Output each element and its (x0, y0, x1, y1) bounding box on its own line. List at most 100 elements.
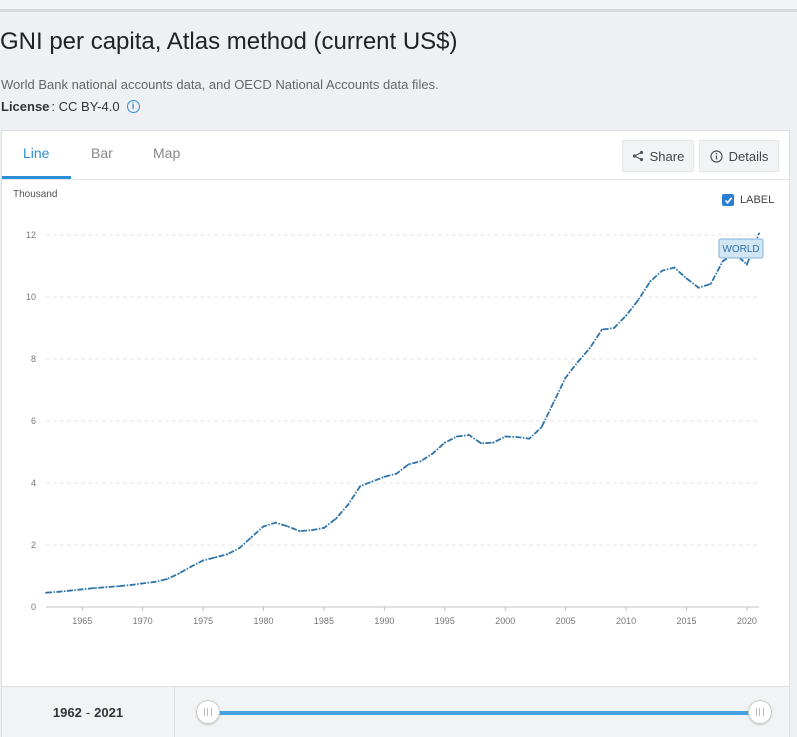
data-point (335, 517, 337, 520)
data-point (709, 283, 712, 285)
data-point (721, 260, 724, 263)
share-label: Share (649, 148, 685, 164)
data-point (613, 327, 615, 329)
grip-icon (204, 708, 212, 716)
data-point (746, 263, 748, 266)
range-slider-track[interactable] (216, 711, 756, 715)
y-tick-label: 4 (31, 478, 36, 488)
data-point (141, 582, 144, 585)
data-point (190, 565, 192, 568)
data-point (93, 587, 96, 589)
data-point (685, 277, 688, 280)
data-point (347, 503, 350, 506)
range-footer: 1962 - 2021 (2, 686, 789, 737)
data-point (492, 441, 495, 444)
x-tick-label: 1965 (72, 616, 92, 626)
grip-icon (756, 708, 764, 716)
data-point (359, 485, 362, 487)
data-point (564, 376, 567, 379)
data-point (165, 578, 168, 580)
data-point (407, 463, 410, 466)
data-point (697, 286, 700, 289)
data-point (117, 585, 120, 588)
x-tick-label: 1975 (193, 616, 213, 626)
data-point (69, 589, 72, 592)
details-label: Details (728, 148, 769, 164)
data-point (419, 460, 422, 463)
license-label: License (1, 99, 50, 114)
x-tick-label: 1970 (133, 616, 153, 626)
info-icon[interactable]: i (126, 100, 140, 113)
top-strip (0, 0, 797, 12)
data-point (262, 525, 265, 528)
label-toggle-text: LABEL (740, 194, 775, 206)
license-line: License : CC BY-4.0 i (1, 99, 140, 114)
page-title: GNI per capita, Atlas method (current US… (0, 28, 458, 55)
share-icon (632, 150, 643, 162)
data-point (202, 559, 205, 562)
x-tick-label: 1995 (435, 616, 455, 626)
data-point (443, 441, 446, 444)
range-separator: - (85, 704, 91, 720)
data-point (286, 525, 289, 528)
data-point (528, 437, 531, 440)
data-point (178, 572, 180, 575)
active-tab-indicator (2, 176, 71, 179)
checkmark-icon (724, 196, 732, 204)
data-point (310, 529, 313, 532)
data-point (274, 521, 277, 524)
source-note: World Bank national accounts data, and O… (1, 77, 439, 92)
label-checkbox[interactable] (722, 194, 734, 206)
data-point (323, 527, 325, 529)
share-button[interactable]: Share (622, 140, 694, 172)
data-point (214, 556, 217, 559)
data-point (504, 435, 507, 438)
range-end: 2021 (94, 704, 124, 720)
x-tick-label: 1985 (314, 616, 334, 626)
tab-line[interactable]: Line (23, 145, 50, 161)
data-point (480, 442, 482, 445)
series-label: WORLD (722, 244, 759, 255)
data-point (455, 435, 458, 438)
range-slider-end-handle[interactable] (748, 700, 772, 724)
series-label-box (718, 238, 764, 259)
tab-map[interactable]: Map (153, 145, 181, 161)
y-tick-label: 2 (31, 540, 36, 550)
data-point (129, 584, 132, 586)
data-point (758, 232, 760, 235)
year-range: 1962 - 2021 (2, 687, 175, 737)
y-tick-label: 10 (26, 292, 36, 302)
data-point (625, 314, 627, 317)
data-point (673, 266, 676, 269)
data-point (552, 401, 555, 404)
data-point (431, 452, 434, 455)
chart-tabs: Line Bar Map Share Details (2, 131, 789, 180)
x-tick-label: 2010 (616, 616, 636, 626)
y-tick-label: 8 (31, 354, 36, 364)
tab-bar[interactable]: Bar (91, 145, 113, 161)
label-toggle[interactable]: LABEL (722, 194, 774, 206)
y-tick-label: 12 (26, 230, 36, 240)
data-point (395, 472, 398, 475)
data-point (576, 361, 579, 363)
x-tick-label: 1980 (254, 616, 274, 626)
range-slider-start-handle[interactable] (196, 700, 220, 724)
data-point (45, 591, 47, 594)
info-circle-icon (710, 149, 723, 163)
data-point (298, 530, 301, 532)
line-chart: Thousand 0 2 4 6 8 10 12 1965 1970 1975 1980 1985 199… (13, 189, 764, 626)
data-point (250, 536, 253, 539)
chart-card: Line Bar Map Share Details Thousand 0 2 4 6 8… (1, 130, 790, 737)
x-tick-label: 2000 (495, 616, 515, 626)
data-point (81, 588, 84, 591)
data-point (649, 280, 652, 283)
data-point (383, 475, 386, 478)
x-tick-label: 2005 (556, 616, 576, 626)
data-point (226, 553, 229, 556)
data-point (661, 269, 664, 272)
x-tick-label: 2015 (676, 616, 696, 626)
data-point (516, 436, 519, 439)
details-button[interactable]: Details (699, 140, 779, 172)
data-point (637, 299, 640, 301)
data-point (153, 580, 156, 583)
